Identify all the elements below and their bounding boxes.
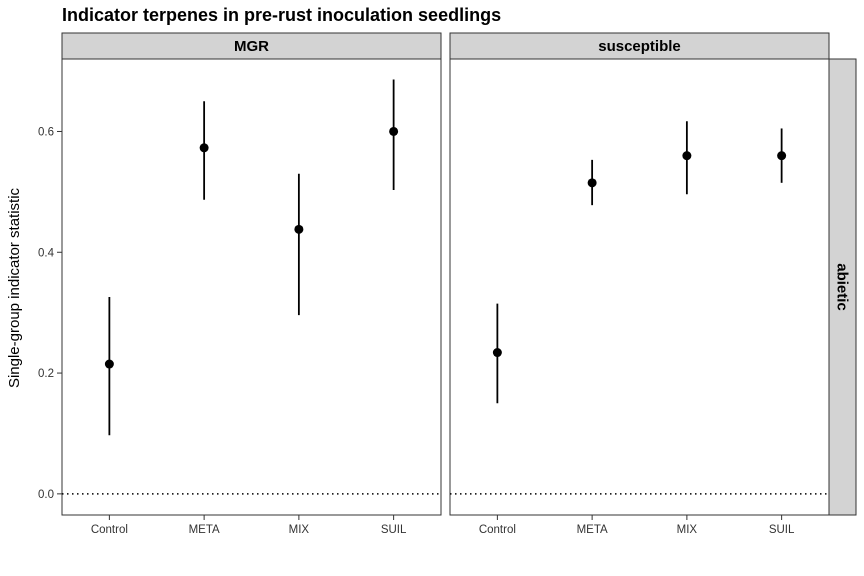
panel-frame <box>61 58 442 516</box>
data-point <box>104 359 114 369</box>
x-tick-label: META <box>577 524 608 536</box>
y-axis-label: Single-group indicator statistic <box>6 187 23 388</box>
data-point <box>492 348 502 358</box>
y-tick-label: 0.0 <box>38 489 54 501</box>
data-point <box>777 151 787 161</box>
panel-strip-label: susceptible <box>598 38 681 55</box>
data-point <box>587 178 597 188</box>
panel-strip <box>449 32 830 60</box>
panel-strip <box>61 32 442 60</box>
row-strip: abietic <box>828 58 857 516</box>
y-tick-label: 0.4 <box>38 247 55 259</box>
panels: MGR Control META MIX SUIL 0.0 0.2 0.4 0.6 suscept… <box>38 32 830 536</box>
data-point <box>199 143 209 153</box>
x-tick-label: META <box>189 524 220 536</box>
row-strip-label: abietic <box>834 263 851 311</box>
data-point <box>294 224 304 234</box>
y-tick-label: 0.6 <box>38 126 54 138</box>
x-tick-label: MIX <box>677 524 698 536</box>
data-point <box>682 151 692 161</box>
panel-susceptible: susceptible Control META MIX SUIL <box>449 32 830 536</box>
y-tick-label: 0.2 <box>38 368 54 380</box>
panel-MGR: MGR Control META MIX SUIL 0.0 0.2 0.4 0.6 <box>38 32 442 536</box>
panel-strip-label: MGR <box>234 38 269 55</box>
x-tick-label: Control <box>91 524 128 536</box>
panel-frame <box>449 58 830 516</box>
x-tick-label: MIX <box>289 524 310 536</box>
x-tick-label: SUIL <box>769 524 795 536</box>
x-tick-label: Control <box>479 524 516 536</box>
data-point <box>389 126 399 136</box>
chart-title: Indicator terpenes in pre-rust inoculati… <box>62 5 501 25</box>
row-strip-box <box>828 58 857 516</box>
x-tick-label: SUIL <box>381 524 407 536</box>
